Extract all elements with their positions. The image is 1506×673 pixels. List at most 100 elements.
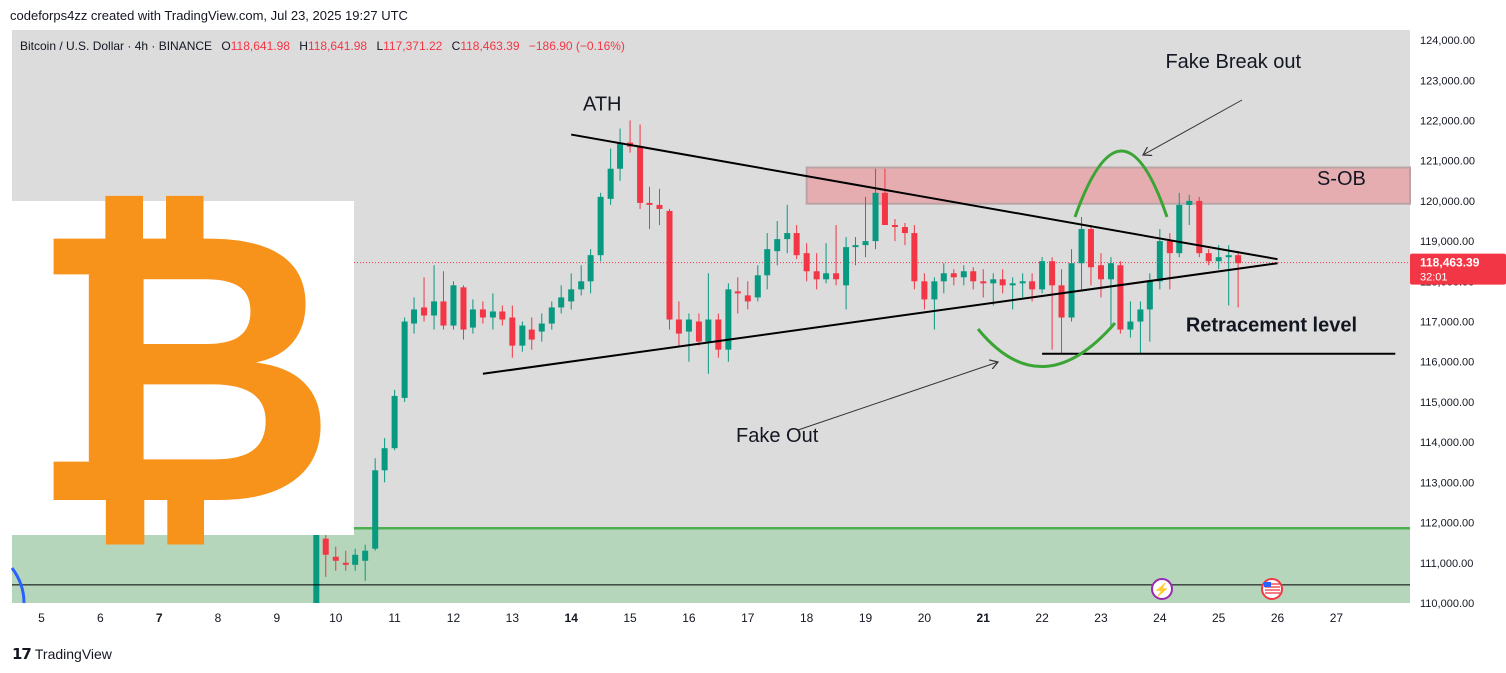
candle-body[interactable] [990, 279, 997, 284]
candle-body[interactable] [1058, 285, 1065, 318]
candle-body[interactable] [469, 309, 476, 328]
candle-body[interactable] [637, 146, 644, 203]
candle-body[interactable] [666, 210, 673, 320]
candle-body[interactable] [862, 241, 869, 246]
candle-body[interactable] [431, 301, 438, 316]
candle-body[interactable] [1127, 321, 1134, 330]
candle-body[interactable] [460, 287, 467, 330]
candle-body[interactable] [980, 281, 987, 284]
candle-body[interactable] [548, 307, 555, 324]
candle-body[interactable] [833, 273, 840, 280]
candle-body[interactable] [1146, 281, 1153, 310]
candle-body[interactable] [1137, 309, 1144, 322]
candle-body[interactable] [313, 534, 320, 603]
candle-body[interactable] [960, 271, 967, 278]
fake-out-arrow[interactable] [797, 362, 998, 431]
symbol-label[interactable]: Bitcoin / U.S. Dollar · 4h · BINANCE [20, 39, 213, 53]
candle-body[interactable] [1225, 255, 1232, 258]
candle-body[interactable] [528, 329, 535, 340]
candle-body[interactable] [656, 204, 663, 209]
fake-breakout-arc[interactable] [1073, 149, 1169, 218]
candle-body[interactable] [342, 562, 349, 565]
fake-out-arc[interactable] [976, 322, 1117, 368]
candle-body[interactable] [715, 319, 722, 350]
candle-body[interactable] [754, 275, 761, 298]
candle-body[interactable] [479, 309, 486, 318]
candle-body[interactable] [852, 245, 859, 248]
candle-body[interactable] [1078, 229, 1085, 264]
demand-zone[interactable] [12, 528, 1410, 603]
fake-breakout-label[interactable]: Fake Break out [1165, 51, 1301, 73]
candle-body[interactable] [705, 319, 712, 342]
candle-body[interactable] [734, 291, 741, 294]
candle-body[interactable] [1009, 283, 1016, 286]
candle-body[interactable] [793, 233, 800, 256]
candle-body[interactable] [1196, 200, 1203, 254]
candle-body[interactable] [675, 319, 682, 334]
candle-body[interactable] [725, 289, 732, 350]
candle-body[interactable] [401, 321, 408, 398]
candle-body[interactable] [489, 311, 496, 318]
candle-body[interactable] [1107, 263, 1114, 280]
candle-body[interactable] [607, 168, 614, 199]
candle-body[interactable] [921, 281, 928, 300]
candle-body[interactable] [352, 554, 359, 565]
candle-body[interactable] [421, 307, 428, 316]
candle-body[interactable] [391, 395, 398, 449]
candle-body[interactable] [911, 233, 918, 282]
candle-body[interactable] [970, 271, 977, 282]
fake-breakout-arrow[interactable] [1143, 99, 1243, 155]
candle-body[interactable] [646, 202, 653, 205]
candle-body[interactable] [764, 249, 771, 276]
candle-body[interactable] [931, 281, 938, 300]
candle-body[interactable] [597, 196, 604, 256]
candle-body[interactable] [744, 295, 751, 302]
candle-body[interactable] [940, 273, 947, 282]
candle-body[interactable] [881, 192, 888, 226]
candle-body[interactable] [774, 239, 781, 252]
candle-body[interactable] [695, 321, 702, 342]
candle-body[interactable] [499, 311, 506, 320]
sob-zone[interactable] [805, 166, 1411, 205]
candle-body[interactable] [568, 289, 575, 302]
candle-body[interactable] [1087, 229, 1094, 268]
candle-body[interactable] [558, 297, 565, 308]
candle-body[interactable] [587, 255, 594, 282]
candle-body[interactable] [1235, 255, 1242, 264]
candle-body[interactable] [372, 470, 379, 549]
descending-trendline[interactable] [571, 133, 1278, 261]
candle-body[interactable] [322, 538, 329, 555]
candle-body[interactable] [509, 317, 516, 346]
candle-body[interactable] [411, 309, 418, 324]
candle-body[interactable] [1019, 281, 1026, 284]
candle-body[interactable] [538, 323, 545, 332]
candle-body[interactable] [843, 247, 850, 286]
retracement-level-label[interactable]: Retracement level [1186, 315, 1357, 337]
candle-body[interactable] [813, 271, 820, 280]
candle-body[interactable] [1215, 257, 1222, 262]
candle-body[interactable] [784, 233, 791, 240]
candle-body[interactable] [519, 325, 526, 346]
candle-body[interactable] [1039, 261, 1046, 290]
ath-label[interactable]: ATH [583, 93, 622, 115]
candle-body[interactable] [823, 273, 830, 280]
candle-body[interactable] [450, 285, 457, 326]
footer-brand[interactable]: 𝟭𝟳 TradingView [12, 645, 112, 663]
candle-body[interactable] [1176, 204, 1183, 254]
candle-body[interactable] [872, 192, 879, 242]
candle-body[interactable] [1117, 265, 1124, 330]
candle-body[interactable] [1097, 265, 1104, 280]
candle-body[interactable] [1166, 241, 1173, 254]
candle-body[interactable] [891, 225, 898, 228]
candle-body[interactable] [950, 273, 957, 278]
candle-body[interactable] [578, 281, 585, 290]
candle-body[interactable] [381, 448, 388, 471]
candle-body[interactable] [1049, 261, 1056, 286]
candle-body[interactable] [1186, 200, 1193, 205]
candle-body[interactable] [362, 550, 369, 561]
ascending-trendline[interactable] [482, 262, 1278, 375]
candle-body[interactable] [617, 142, 624, 169]
candle-body[interactable] [1029, 281, 1036, 290]
candle-body[interactable] [803, 253, 810, 272]
candle-body[interactable] [1156, 241, 1163, 282]
